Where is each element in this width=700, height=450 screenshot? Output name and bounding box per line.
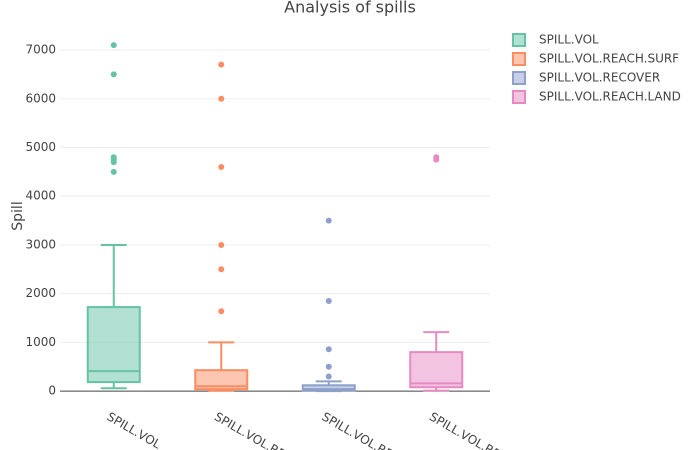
legend-swatch (512, 71, 526, 85)
outlier (110, 159, 117, 166)
box (409, 351, 464, 389)
outlier (218, 241, 225, 248)
legend-label: SPILL.VOL.RECOVER (539, 71, 660, 85)
outlier (433, 156, 440, 163)
x-tick-label: SPILL.VOL.REACH.LAND (427, 410, 557, 450)
chart-title: Analysis of spills (284, 0, 416, 17)
legend-label: SPILL.VOL.REACH.SURF (539, 52, 679, 66)
x-tick-label: SPILL.VOL (105, 410, 164, 450)
outlier (325, 363, 332, 370)
outlier (218, 163, 225, 170)
outlier (325, 373, 332, 380)
x-tick-label: SPILL.VOL.REACH.SURF (212, 410, 340, 450)
outlier (218, 95, 225, 102)
outlier (110, 71, 117, 78)
y-tick-label: 6000 (25, 91, 56, 105)
outlier (110, 168, 117, 175)
y-axis-label: Spill (10, 201, 26, 230)
outlier (325, 217, 332, 224)
y-tick-label: 1000 (25, 335, 56, 349)
y-tick-label: 3000 (25, 237, 56, 251)
box (301, 384, 356, 392)
x-tick-label: SPILL.VOL.RECOVER (320, 410, 432, 450)
outlier (218, 266, 225, 273)
outlier (110, 42, 117, 49)
y-tick-label: 0 (48, 384, 56, 398)
legend-swatch (512, 33, 526, 47)
outlier (325, 297, 332, 304)
outlier (218, 308, 225, 315)
legend-label: SPILL.VOL.REACH.LAND (539, 90, 681, 104)
box (86, 306, 141, 384)
outlier (325, 346, 332, 353)
box (194, 369, 249, 391)
y-tick-label: 2000 (25, 286, 56, 300)
y-tick-label: 5000 (25, 140, 56, 154)
legend-label: SPILL.VOL (539, 33, 599, 47)
legend-swatch (512, 90, 526, 104)
y-tick-label: 4000 (25, 189, 56, 203)
outlier (218, 61, 225, 68)
y-tick-label: 7000 (25, 43, 56, 57)
legend-swatch (512, 52, 526, 66)
